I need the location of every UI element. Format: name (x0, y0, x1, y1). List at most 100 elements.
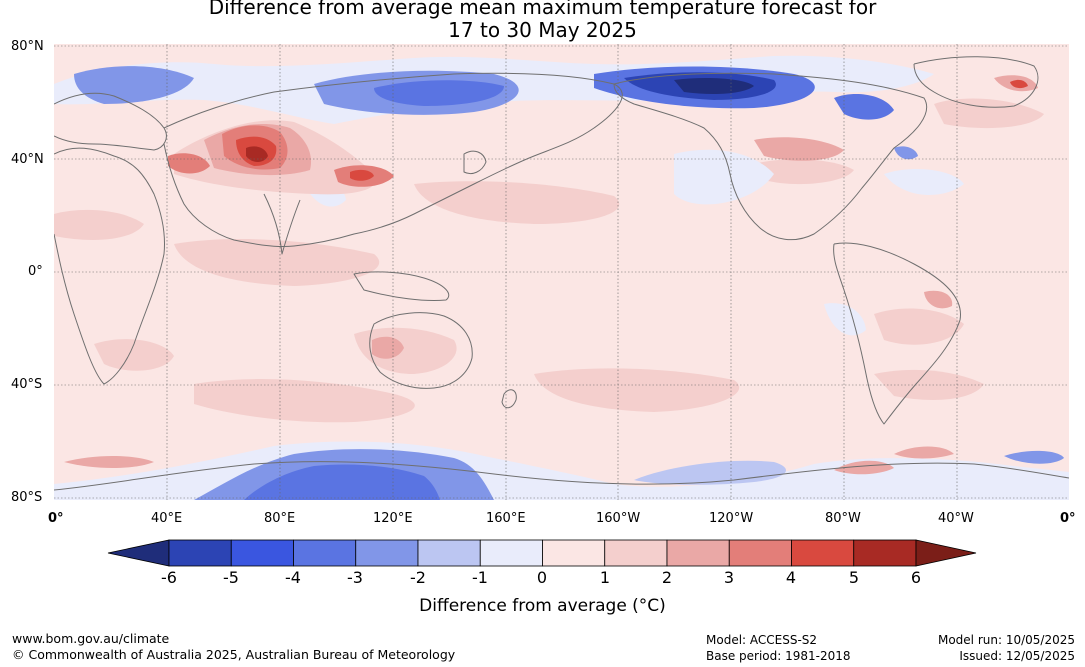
coastline-north-america (613, 72, 928, 241)
southern-ocean-warm-1 (64, 456, 154, 468)
colorbar-tick: -3 (347, 568, 363, 587)
north-atlantic-warm (934, 98, 1044, 129)
colorbar-swatch (791, 539, 855, 567)
colorbar-tick: -4 (285, 568, 301, 587)
colorbar-arrow-high (915, 539, 977, 567)
lon-label-0-left: 0° (48, 511, 64, 526)
colorbar-tick: -2 (410, 568, 426, 587)
coastline-asia (163, 72, 623, 247)
coastline-south-america (833, 242, 961, 425)
colorbar-swatch (168, 539, 232, 567)
antarctic-cool-east (634, 460, 786, 485)
map-title: Difference from average mean maximum tem… (0, 0, 1085, 42)
south-america-warm (874, 308, 964, 345)
lon-label-80e: 80°E (264, 511, 296, 526)
title-line-2: 17 to 30 May 2025 (448, 18, 637, 42)
footer-model: Model: ACCESS-S2 (706, 633, 818, 647)
temperature-anomaly-map (54, 44, 1069, 500)
antarctic-cool-inner (244, 464, 440, 500)
coastline-australia (369, 312, 473, 389)
north-america-warm (754, 137, 844, 161)
footer-left: www.bom.gov.au/climate © Commonwealth of… (12, 631, 455, 663)
lat-label-40n: 40°N (11, 152, 44, 167)
pacific-cool-tropics (674, 149, 774, 205)
colorbar-tick: 2 (661, 568, 673, 587)
coastline-antarctica (54, 461, 1069, 491)
atlantic-cool-tropics (884, 169, 964, 195)
colorbar-swatch (479, 539, 543, 567)
colorbar-swatch (417, 539, 481, 567)
central-asia-warm-5 (246, 146, 268, 162)
australia-warm-core (372, 336, 404, 359)
south-america-warm-core (924, 290, 953, 309)
footer-model-info: Model: ACCESS-S2 Base period: 1981-2018 (706, 632, 851, 664)
coastline-new-zealand (501, 389, 517, 409)
tropical-warm-4 (754, 159, 854, 185)
coastline-indonesia (353, 271, 450, 301)
tropical-warm-3 (414, 181, 620, 224)
coastline-india (263, 193, 301, 255)
east-siberia-cool-deep (674, 78, 754, 94)
title-line-1: Difference from average mean maximum tem… (208, 0, 877, 19)
lon-label-80w: 80°W (825, 511, 861, 526)
southern-ocean-warm-2 (834, 460, 894, 475)
antarctic-cool-far-east (1004, 450, 1064, 464)
colorbar-swatch (853, 539, 917, 567)
coastline-japan (463, 150, 487, 175)
greenland-warm-core (1010, 79, 1028, 89)
lat-label-80s: 80°S (11, 490, 43, 505)
colorbar-tick: 5 (848, 568, 860, 587)
colorbar-tick: 3 (723, 568, 735, 587)
lon-label-0-right: 0° (1060, 511, 1076, 526)
middle-east-warm (168, 153, 210, 174)
coastline-africa (54, 147, 165, 385)
south-warm-band-1 (194, 379, 415, 423)
graticule (54, 44, 1069, 500)
colorbar-swatch (728, 539, 792, 567)
tropical-warm-2 (54, 209, 144, 240)
colorbar-swatch (230, 539, 294, 567)
lon-label-40e: 40°E (151, 511, 183, 526)
colorbar-arrow-low (107, 539, 170, 567)
siberia-cool-core (374, 80, 504, 106)
coastline-greenland (913, 56, 1039, 108)
colorbar-swatch (604, 539, 668, 567)
south-africa-warm (94, 339, 174, 371)
colorbar-tick: -1 (472, 568, 488, 587)
footer-base-period: Base period: 1981-2018 (706, 649, 851, 663)
lon-label-160e: 160°E (486, 511, 526, 526)
footer-url: www.bom.gov.au/climate (12, 631, 170, 646)
us-east-cool (894, 146, 918, 160)
canada-cool (834, 94, 894, 120)
colorbar-tick: 4 (785, 568, 797, 587)
scandinavia-cool (74, 66, 194, 104)
anomaly-field (54, 44, 1069, 500)
colorbar-tick: -6 (161, 568, 177, 587)
footer-copyright: © Commonwealth of Australia 2025, Austra… (12, 647, 456, 662)
colorbar-label: Difference from average (°C) (419, 596, 666, 616)
lon-label-120w: 120°W (709, 511, 754, 526)
colorbar-tick: 6 (910, 568, 922, 587)
china-warm-core (350, 169, 374, 181)
lat-label-0: 0° (28, 264, 43, 279)
southern-ocean-warm-3 (894, 446, 954, 459)
coastline-europe (54, 92, 167, 151)
colorbar-swatch (666, 539, 730, 567)
lon-label-120e: 120°E (373, 511, 413, 526)
coastlines (54, 56, 1069, 491)
colorbar-tick: 0 (536, 568, 548, 587)
lon-label-40w: 40°W (938, 511, 974, 526)
colorbar-swatch (293, 539, 357, 567)
footer-issued: Issued: 12/05/2025 (959, 649, 1075, 663)
colorbar-swatch (355, 539, 419, 567)
colorbar-tick: -5 (223, 568, 239, 587)
colorbar-tick: 1 (599, 568, 611, 587)
south-warm-band-2 (534, 368, 740, 412)
lat-label-40s: 40°S (11, 377, 43, 392)
footer-dates: Model run: 10/05/2025 Issued: 12/05/2025 (938, 632, 1075, 664)
colorbar (107, 539, 977, 567)
lon-label-160w: 160°W (596, 511, 641, 526)
tropical-warm-1 (174, 239, 380, 286)
footer-model-run: Model run: 10/05/2025 (937, 633, 1075, 647)
lat-label-80n: 80°N (11, 39, 44, 54)
